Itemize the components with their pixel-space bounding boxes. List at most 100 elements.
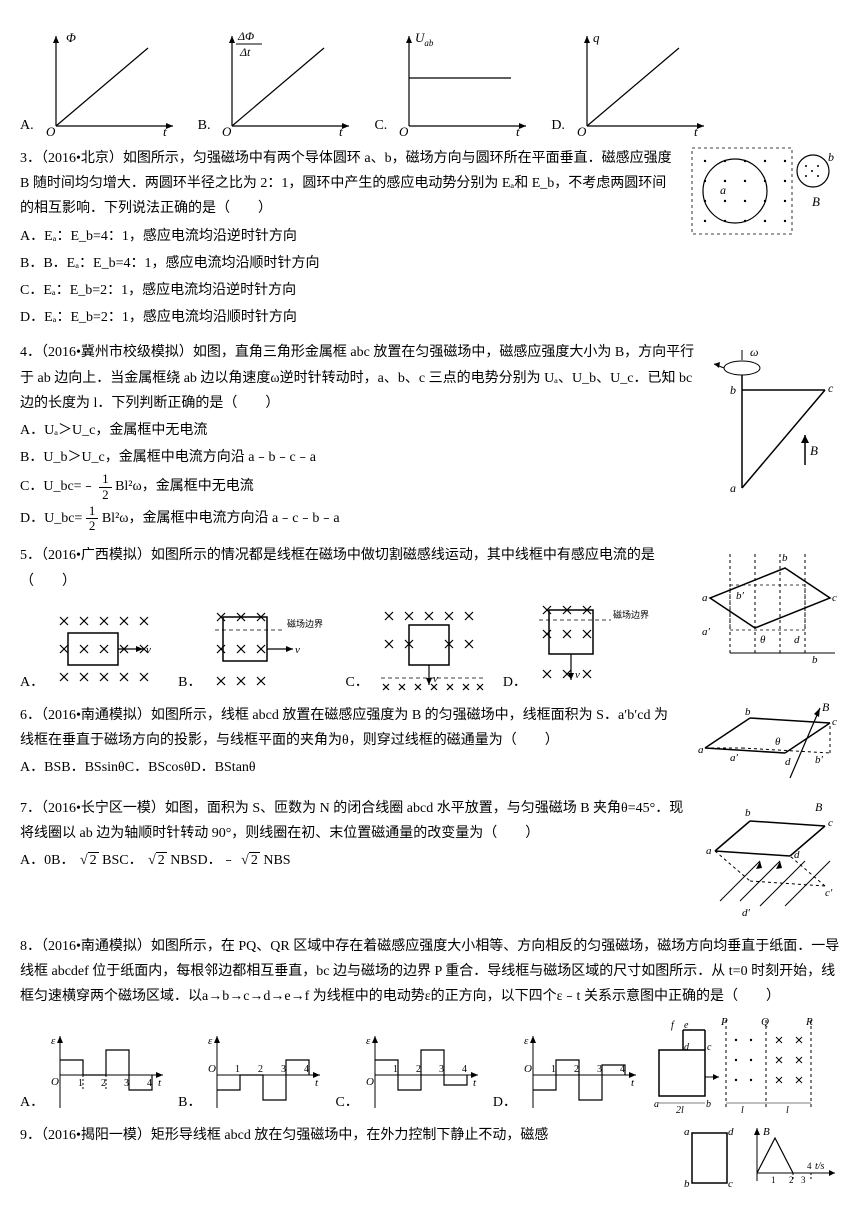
svg-text:O: O (208, 1063, 216, 1075)
svg-text:a: a (698, 744, 704, 756)
svg-text:d: d (684, 1042, 690, 1053)
svg-text:q: q (593, 30, 600, 45)
svg-text:4: 4 (620, 1064, 625, 1075)
q8-D: D． ε t O 1 2 3 4 (493, 1030, 641, 1115)
q5-right-figure: a b c d a′ b′ θ b (700, 543, 840, 663)
svg-text:O: O (222, 124, 232, 138)
q8-stem: 8．（2016•南通模拟）如图所示，在 PQ、QR 区域中存在着磁感应强度大小相… (20, 934, 840, 1010)
svg-text:3: 3 (124, 1078, 129, 1089)
svg-text:v: v (575, 669, 580, 681)
svg-text:d: d (785, 756, 791, 768)
svg-text:2: 2 (574, 1064, 579, 1075)
q2-graph-D: q t O (569, 28, 709, 138)
svg-text:B: B (810, 443, 818, 458)
svg-text:3: 3 (801, 1175, 806, 1185)
svg-text:a: a (654, 1099, 659, 1110)
svg-text:c′: c′ (825, 887, 833, 899)
svg-text:B: B (812, 194, 820, 209)
svg-text:ε: ε (51, 1035, 56, 1047)
svg-text:磁场边界: 磁场边界 (613, 609, 649, 620)
q2-A-origin: O (46, 124, 56, 138)
svg-text:4: 4 (807, 1161, 812, 1171)
q9-stem: 9．（2016•揭阳一模）矩形导线框 abcd 放在匀强磁场中，在外力控制下静止… (20, 1123, 672, 1148)
q3-optA: A．Eₐ：E_b=4：1，感应电流均沿逆时针方向 (20, 224, 680, 249)
q2-B-ylabel-den: Δt (239, 45, 251, 59)
q2-C-label: C. (374, 113, 387, 138)
q2-A-xlabel: t (163, 124, 167, 138)
q2-graph-A: Φ t O (38, 28, 178, 138)
q8-right-figure: a b c d e f P Q R (651, 1015, 821, 1115)
svg-text:v: v (146, 644, 151, 656)
svg-text:Uab: Uab (415, 30, 434, 48)
svg-text:b: b (745, 807, 751, 819)
q2-opt-A: A. Φ t O (20, 28, 178, 138)
svg-text:t: t (631, 1077, 635, 1089)
q5: 5．（2016•广西模拟）如图所示的情况都是线框在磁场中做切割磁感线运动，其中线… (20, 543, 840, 694)
q4-optB: B．U_b＞U_c，金属框中电流方向沿 a﹣b﹣c﹣a (20, 445, 700, 470)
svg-text:c: c (707, 1042, 712, 1053)
svg-text:c: c (728, 1178, 733, 1188)
svg-text:1: 1 (551, 1064, 556, 1075)
svg-text:B: B (822, 703, 830, 714)
svg-text:Q: Q (761, 1016, 769, 1028)
svg-text:B: B (763, 1126, 770, 1138)
svg-text:B: B (815, 800, 823, 814)
svg-text:2l: 2l (676, 1105, 684, 1115)
q3-figure: a b B (690, 146, 840, 236)
svg-text:b′: b′ (736, 590, 745, 602)
q2-D-label: D. (551, 113, 565, 138)
q8-C: C． ε t O 1 2 3 4 (335, 1030, 482, 1115)
svg-text:a: a (720, 183, 726, 197)
svg-text:t: t (158, 1077, 162, 1089)
svg-text:b′: b′ (815, 754, 824, 766)
svg-text:O: O (51, 1076, 59, 1088)
svg-text:O: O (524, 1063, 532, 1075)
q3-optC: C．Eₐ：E_b=2：1，感应电流均沿逆时针方向 (20, 278, 680, 303)
svg-text:O: O (366, 1076, 374, 1088)
q9: 9．（2016•揭阳一模）矩形导线框 abcd 放在匀强磁场中，在外力控制下静止… (20, 1123, 840, 1188)
svg-text:b: b (782, 552, 788, 564)
svg-text:b: b (812, 654, 818, 663)
q2-opt-C: C. Uab t O (374, 28, 531, 138)
q3-stem: 3．（2016•北京）如图所示，匀强磁场中有两个导体圆环 a、b，磁场方向与圆环… (20, 146, 680, 222)
svg-text:v: v (433, 673, 438, 685)
svg-text:t: t (516, 124, 520, 138)
q5-stem: 5．（2016•广西模拟）如图所示的情况都是线框在磁场中做切割磁感线运动，其中线… (20, 543, 690, 593)
q6-stem: 6．（2016•南通模拟）如图所示，线框 abcd 放置在磁感应强度为 B 的匀… (20, 703, 680, 753)
svg-text:l: l (741, 1105, 744, 1115)
q7: 7．（2016•长宁区一模）如图，面积为 S、匝数为 N 的闭合线圈 abcd … (20, 796, 840, 926)
q2-opt-B: B. ΔΦ Δt t O (198, 28, 355, 138)
q6-figure: a b c d a′ b′ θ B (690, 703, 840, 788)
svg-text:c: c (828, 381, 834, 395)
q4: 4．（2016•冀州市校级模拟）如图，直角三角形金属框 abc 放置在匀强磁场中… (20, 340, 840, 535)
q2-graph-B: ΔΦ Δt t O (214, 28, 354, 138)
svg-text:a′: a′ (702, 626, 711, 638)
svg-text:b: b (706, 1099, 711, 1110)
svg-text:θ: θ (760, 634, 766, 646)
svg-text:2: 2 (101, 1078, 106, 1089)
q7-stem: 7．（2016•长宁区一模）如图，面积为 S、匝数为 N 的闭合线圈 abcd … (20, 796, 690, 846)
svg-text:t/s: t/s (815, 1161, 825, 1172)
q4-figure: ω b c a B (710, 340, 840, 500)
q5-A: A． (20, 605, 168, 695)
q5-C: C． (345, 600, 492, 695)
q4-optC: C．U_bc=﹣ 12 Bl²ω，金属框中无电流 (20, 472, 700, 502)
svg-text:磁场边界: 磁场边界 (287, 618, 323, 629)
svg-text:3: 3 (439, 1064, 444, 1075)
svg-text:ω: ω (750, 345, 758, 359)
svg-text:t: t (694, 124, 698, 138)
q5-D: D． 磁场边界 (503, 600, 661, 695)
svg-text:a: a (730, 481, 736, 495)
svg-text:a: a (684, 1126, 690, 1138)
svg-text:d: d (794, 849, 800, 861)
q2-opt-D: D. q t O (551, 28, 709, 138)
svg-text:ε: ε (208, 1035, 213, 1047)
q2-B-ylabel-num: ΔΦ (237, 29, 254, 43)
q7-figure: a b c d c′ d′ B (700, 796, 840, 926)
svg-text:ε: ε (366, 1035, 371, 1047)
svg-text:a′: a′ (730, 752, 739, 764)
svg-text:c: c (832, 716, 837, 728)
q6: 6．（2016•南通模拟）如图所示，线框 abcd 放置在磁感应强度为 B 的匀… (20, 703, 840, 788)
svg-text:e: e (684, 1020, 689, 1031)
q8-A: A． ε t O 1 2 3 4 (20, 1030, 168, 1115)
